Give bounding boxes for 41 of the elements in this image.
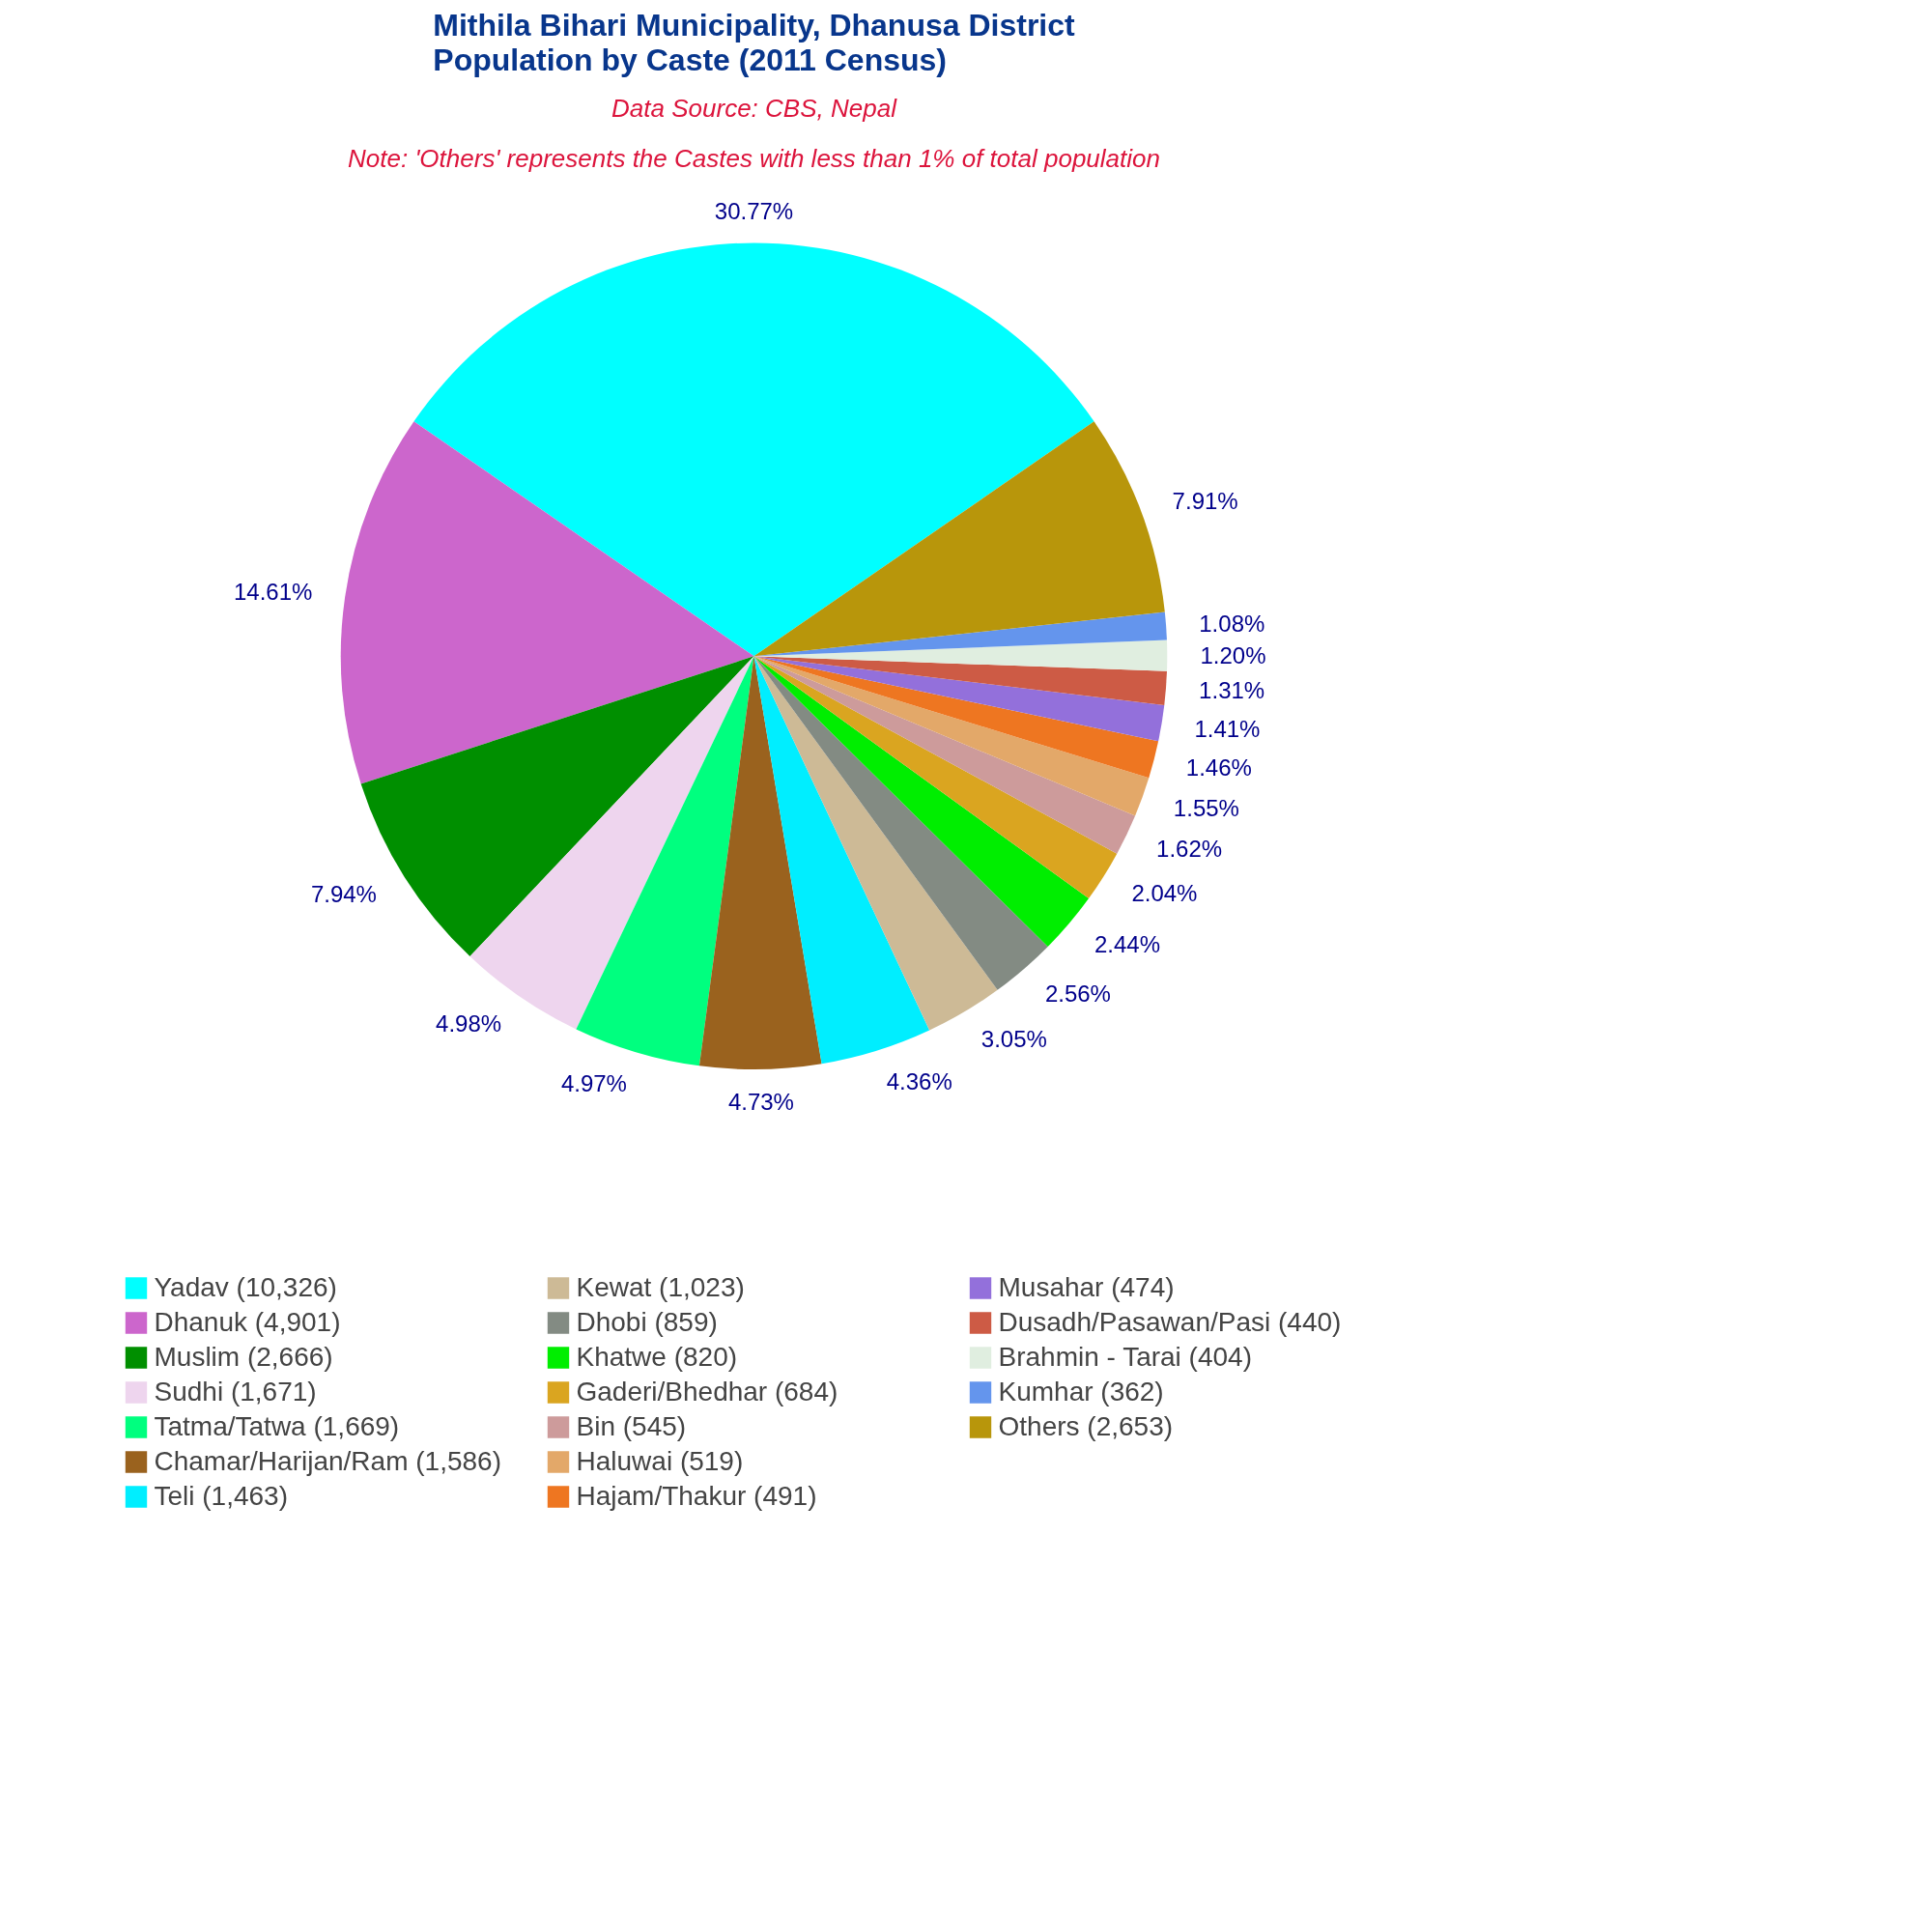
chart-title: Mithila Bihari Municipality, Dhanusa District Population by Caste (2011 Census) xyxy=(433,7,1076,77)
chart-subtitle: Data Source: CBS, Nepal xyxy=(611,93,898,123)
legend-label: Musahar (474) xyxy=(998,1272,1176,1303)
legend-label: Bin (545) xyxy=(576,1411,688,1442)
legend-label: Gaderi/Bhedhar (684) xyxy=(576,1377,839,1407)
data-label: 4.98% xyxy=(436,1009,502,1037)
data-label: 1.08% xyxy=(1199,611,1265,638)
data-label: 1.20% xyxy=(1200,642,1266,669)
legend-label: Others (2,653) xyxy=(998,1411,1175,1442)
legend-label: Brahmin - Tarai (404) xyxy=(998,1342,1253,1373)
legend-label: Teli (1,463) xyxy=(154,1481,289,1512)
legend-label: Kewat (1,023) xyxy=(576,1272,746,1303)
data-label: 2.44% xyxy=(1094,930,1161,957)
data-label: 14.61% xyxy=(233,579,313,606)
data-label: 3.05% xyxy=(980,1026,1047,1053)
legend-label: Haluwai (519) xyxy=(576,1446,745,1477)
legend-label: Yadav (10,326) xyxy=(154,1272,338,1303)
legend-label: Dusadh/Pasawan/Pasi (440) xyxy=(998,1307,1343,1338)
legend-label: Chamar/Harijan/Ram (1,586) xyxy=(154,1446,502,1477)
legend-label: Dhanuk (4,901) xyxy=(154,1307,342,1338)
data-label: 2.56% xyxy=(1044,980,1111,1008)
data-label: 1.31% xyxy=(1199,677,1265,704)
data-label: 4.73% xyxy=(727,1088,794,1115)
data-label: 30.77% xyxy=(714,197,794,224)
data-label: 1.55% xyxy=(1173,794,1239,821)
legend-label: Sudhi (1,671) xyxy=(154,1377,318,1407)
legend-label: Dhobi (859) xyxy=(576,1307,719,1338)
legend-label: Khatwe (820) xyxy=(576,1342,739,1373)
data-label: 1.46% xyxy=(1185,754,1252,781)
legend-label: Hajam/Thakur (491) xyxy=(576,1481,818,1512)
data-label: 1.62% xyxy=(1156,836,1223,863)
legend-label: Kumhar (362) xyxy=(998,1377,1165,1407)
legend-label: Tatma/Tatwa (1,669) xyxy=(154,1411,401,1442)
data-label: 1.41% xyxy=(1194,715,1261,742)
data-label: 7.94% xyxy=(310,880,377,907)
legend-label: Muslim (2,666) xyxy=(154,1342,334,1373)
data-label: 4.36% xyxy=(886,1067,952,1094)
text: Note: 'Others' represents the Castes with less than 1% of total population xyxy=(348,143,1160,173)
data-label: 7.91% xyxy=(1172,488,1238,515)
data-label: 2.04% xyxy=(1131,880,1198,907)
data-label: 4.97% xyxy=(560,1069,627,1096)
